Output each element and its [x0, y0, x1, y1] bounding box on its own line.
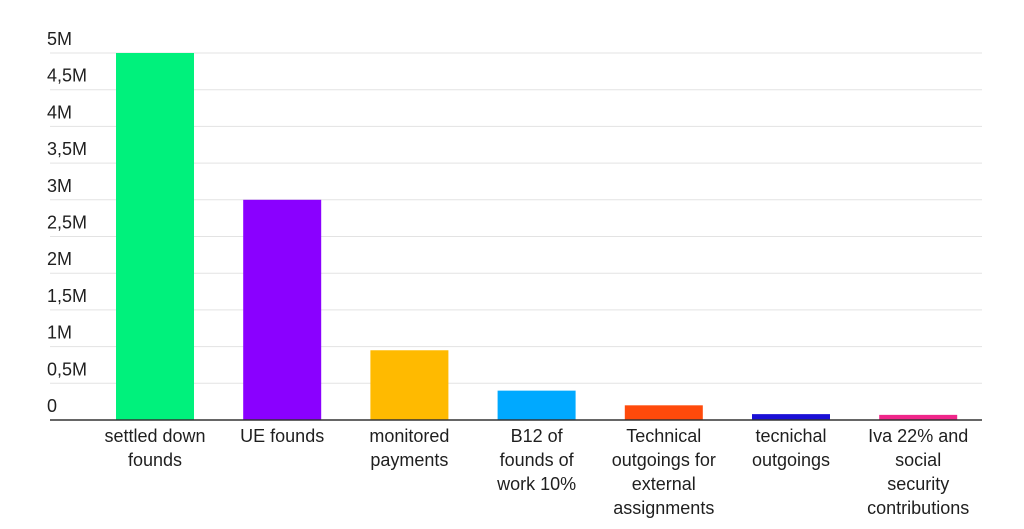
x-category-label-line: B12 of [511, 426, 564, 446]
bar [370, 350, 449, 420]
y-axis-tick-labels: 0 0,5M 1M 1,5M 2M 2,5M 3M 3,5M 4M 4,5M 5M [47, 29, 87, 416]
x-category-label: B12 of founds of work 10% [496, 426, 576, 494]
x-category-label-line: outgoings [752, 450, 830, 470]
y-tick-label: 0,5M [47, 359, 87, 379]
x-category-label: Technical outgoings for external assignment… [612, 426, 716, 518]
y-tick-label: 2M [47, 249, 72, 269]
bar [243, 199, 322, 420]
y-tick-label: 3,5M [47, 139, 87, 159]
bar [752, 414, 830, 420]
bars [116, 53, 958, 420]
x-category-label: settled down founds [104, 426, 205, 470]
bar [879, 414, 958, 420]
y-tick-label: 0 [47, 396, 57, 416]
x-category-label-line: contributions [867, 498, 969, 518]
x-category-label: tecnichal outgoings [752, 426, 830, 470]
bar [497, 390, 576, 420]
y-tick-label: 1,5M [47, 286, 87, 306]
y-tick-label: 2,5M [47, 213, 87, 233]
x-category-label: monitored payments [369, 426, 449, 470]
x-category-label-line: settled down [104, 426, 205, 446]
y-tick-label: 5M [47, 29, 72, 49]
x-category-label-line: security [887, 474, 949, 494]
x-category-label-line: Iva 22% and [868, 426, 968, 446]
x-category-label-line: UE founds [240, 426, 324, 446]
x-category-label-line: assignments [613, 498, 714, 518]
x-category-label-line: outgoings for [612, 450, 716, 470]
y-tick-label: 4,5M [47, 66, 87, 86]
y-tick-label: 4M [47, 102, 72, 122]
x-category-label-line: Technical [626, 426, 701, 446]
x-axis-category-labels: settled down founds UE founds monitored paym… [104, 426, 969, 518]
gridlines [50, 52, 982, 384]
x-category-label-line: founds [128, 450, 182, 470]
y-tick-label: 3M [47, 176, 72, 196]
x-category-label-line: external [632, 474, 696, 494]
bar [624, 405, 703, 420]
x-category-label: UE founds [240, 426, 324, 446]
bar [116, 53, 194, 420]
x-category-label-line: tecnichal [755, 426, 826, 446]
x-category-label-line: founds of [500, 450, 575, 470]
x-category-label-line: work 10% [496, 474, 576, 494]
x-category-label-line: payments [370, 450, 448, 470]
x-category-label-line: monitored [369, 426, 449, 446]
y-tick-label: 1M [47, 323, 72, 343]
x-category-label: Iva 22% and social security contributions [867, 426, 969, 518]
x-category-label-line: social [895, 450, 941, 470]
